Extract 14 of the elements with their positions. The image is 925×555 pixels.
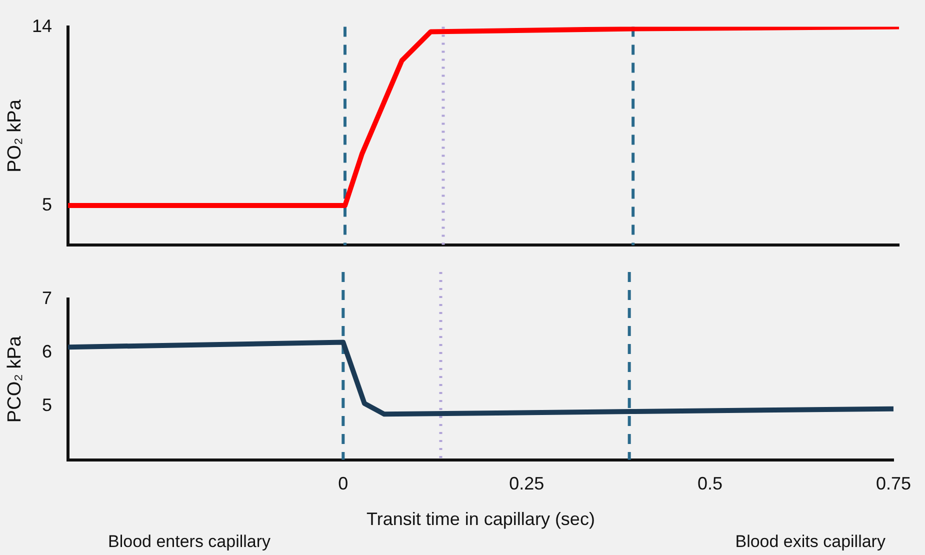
y-tick-label: 6: [42, 341, 52, 362]
text: Blood enters capillary: [108, 532, 272, 551]
y-tick-label: 7: [42, 288, 52, 308]
x-tick-label: 0.5: [698, 474, 723, 494]
text: Blood exits capillary: [735, 532, 886, 551]
x-tick-label: 0.25: [509, 474, 544, 494]
y-axis-title: PCO₂ kPa: [4, 336, 26, 423]
y-axis-title: PO₂ kPa: [4, 99, 26, 172]
x-tick-label: 0.75: [876, 474, 912, 494]
y-tick-label: 5: [42, 194, 52, 214]
x-axis-title: Transit time in capillary (sec): [366, 509, 595, 530]
x-tick-label: 0: [338, 474, 348, 494]
y-tick-label: 14: [32, 16, 52, 36]
y-tick-label: 5: [42, 395, 52, 416]
